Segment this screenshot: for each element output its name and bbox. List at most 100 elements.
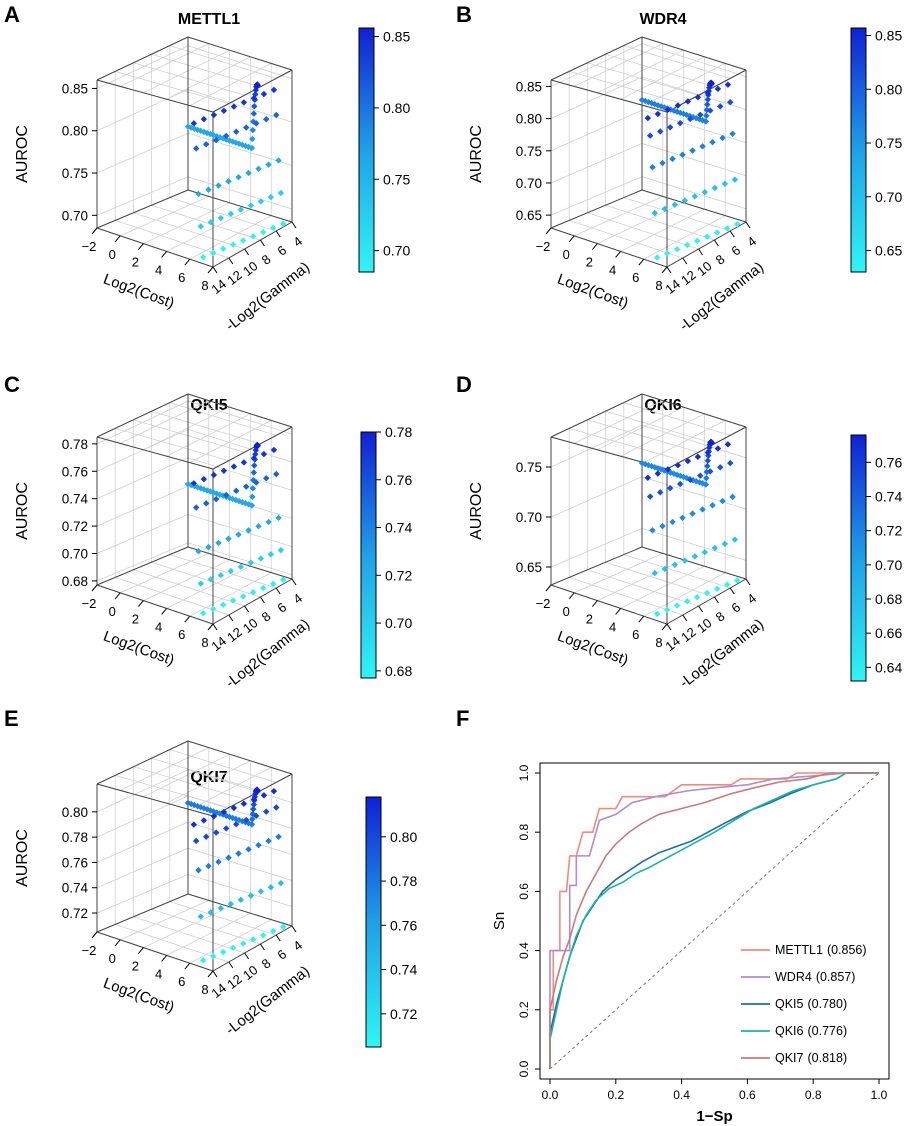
grid-line: [620, 56, 705, 100]
data-point: [195, 548, 202, 555]
grid-line: [605, 53, 715, 88]
data-point: [251, 462, 258, 469]
grid-line: [120, 400, 209, 444]
y-tick: [228, 614, 234, 622]
y-tick-label: 8: [259, 608, 274, 624]
grid-line: [96, 542, 293, 582]
colorbar-tick-label: 0.70: [383, 243, 410, 259]
colorbar-tick-label: 0.72: [390, 1006, 417, 1022]
data-point: [187, 124, 195, 131]
grid-line: [587, 419, 699, 453]
data-point: [219, 135, 227, 142]
data-point: [653, 254, 661, 261]
data-point: [280, 576, 287, 583]
data-point: [199, 253, 207, 261]
data-point: [248, 144, 255, 152]
box-edge: [96, 79, 214, 113]
data-point: [265, 161, 272, 168]
data-point: [220, 467, 228, 474]
data-point: [704, 101, 711, 108]
z-tick-label: 0.68: [62, 574, 88, 589]
y-tick-label: 6: [728, 242, 743, 258]
legend-auc: (0.780): [808, 997, 848, 1011]
x-tick-label: −2: [82, 943, 97, 958]
data-point: [249, 493, 256, 500]
data-point: [696, 116, 703, 123]
z-axis-label: AUROC: [14, 125, 31, 183]
box-edge: [550, 36, 643, 81]
data-point: [223, 825, 230, 832]
y-tick: [259, 596, 265, 604]
data-point: [250, 110, 257, 117]
plot-box: [550, 36, 747, 268]
grid-line: [620, 565, 705, 609]
data-point: [245, 846, 252, 853]
data-point: [243, 124, 250, 131]
x-tick: [161, 251, 167, 258]
data-point: [659, 159, 666, 167]
z-axis-label: AUROC: [468, 482, 485, 540]
data-point: [219, 245, 227, 253]
x-tick: [161, 955, 167, 962]
grid-line: [605, 410, 715, 445]
data-point: [707, 107, 714, 114]
grid-line: [587, 212, 699, 250]
panel-letter: B: [456, 2, 472, 27]
grid-line: [166, 760, 251, 804]
z-tick-label: 0.74: [62, 881, 89, 896]
data-point: [263, 808, 270, 815]
x-tick: [114, 939, 121, 947]
data-point: [641, 460, 649, 468]
data-point: [217, 214, 225, 222]
data-point: [661, 104, 668, 111]
colorbar-tick-label: 0.70: [385, 615, 412, 631]
data-point: [215, 539, 222, 547]
data-point: [239, 940, 247, 947]
data-point: [691, 553, 699, 560]
data-point: [673, 108, 681, 115]
data-point: [719, 497, 726, 505]
data-point: [680, 473, 687, 481]
data-point: [192, 145, 200, 152]
data-point: [694, 93, 702, 101]
box-edge: [96, 783, 214, 817]
grid-line: [643, 420, 726, 463]
data-point: [260, 450, 268, 458]
x-tick: [592, 600, 598, 607]
z-axis-label: AUROC: [14, 482, 31, 540]
data-point: [217, 905, 225, 912]
data-point: [687, 115, 694, 123]
data-point: [187, 800, 195, 808]
box-edge: [96, 36, 189, 81]
y-tick-label: 4: [290, 233, 305, 249]
data-point: [703, 468, 710, 476]
colorbar-tick-label: 0.72: [875, 523, 902, 539]
legend-label: WDR4: [775, 970, 812, 984]
x-axis-label: Log2(Cost): [101, 975, 177, 1016]
data-point: [724, 225, 731, 232]
box-edge: [550, 227, 668, 268]
data-point: [210, 808, 217, 815]
box-edge: [212, 69, 293, 113]
grid-line: [151, 757, 261, 792]
grid-line: [166, 56, 251, 100]
data-point: [233, 821, 240, 828]
data-point: [255, 165, 262, 173]
data-point: [207, 219, 215, 226]
data-point: [240, 99, 248, 106]
data-point: [706, 444, 713, 451]
colorbar-tick-label: 0.65: [875, 243, 902, 259]
box-edge: [187, 546, 293, 580]
data-point: [711, 544, 719, 552]
grid-line: [115, 428, 229, 461]
colorbar-tick-label: 0.75: [383, 171, 410, 187]
box-edge: [187, 393, 293, 428]
grid-line: [569, 428, 683, 461]
grid-line: [574, 196, 663, 237]
data-point: [683, 474, 690, 482]
colorbar-tick-label: 0.66: [875, 625, 902, 641]
x-tick: [545, 227, 552, 235]
data-point: [230, 103, 238, 110]
x-tick: [638, 258, 645, 266]
y-tick: [244, 605, 250, 613]
